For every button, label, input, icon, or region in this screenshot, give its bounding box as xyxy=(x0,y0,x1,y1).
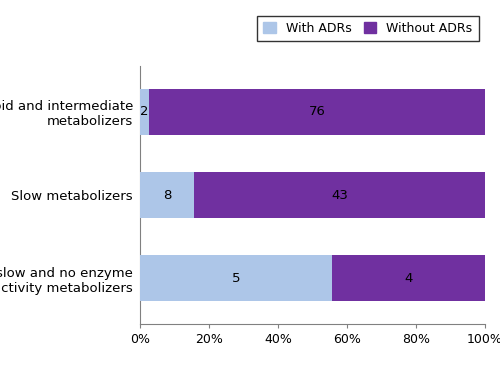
Text: 5: 5 xyxy=(232,272,240,284)
Legend: With ADRs, Without ADRs: With ADRs, Without ADRs xyxy=(257,16,479,41)
Text: 76: 76 xyxy=(308,106,326,118)
Bar xyxy=(140,255,332,301)
Bar xyxy=(332,255,485,301)
Bar xyxy=(140,89,149,135)
Text: 4: 4 xyxy=(404,272,412,284)
Bar xyxy=(140,172,194,218)
Text: 2: 2 xyxy=(140,106,148,118)
Bar xyxy=(194,172,485,218)
Text: 8: 8 xyxy=(163,188,171,202)
Bar xyxy=(149,89,485,135)
Text: 43: 43 xyxy=(331,188,348,202)
